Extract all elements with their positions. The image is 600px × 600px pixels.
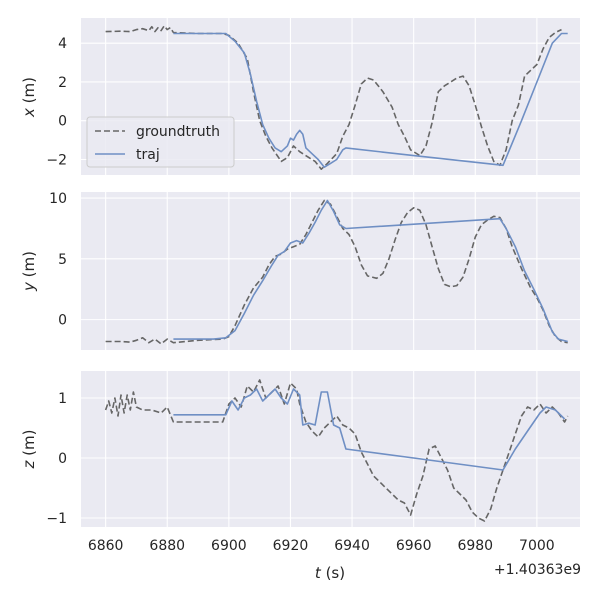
y-tick-label: 0	[58, 114, 67, 130]
legend-label-traj: traj	[136, 147, 160, 163]
x-tick-label: 6980	[457, 538, 493, 554]
y-tick-label: −1	[46, 511, 67, 527]
x-tick-label: 6880	[149, 538, 185, 554]
x-tick-label: 6940	[334, 538, 370, 554]
y-tick-label: 5	[58, 252, 67, 268]
series-groundtruth-z	[104, 379, 569, 522]
series-traj-z	[173, 388, 566, 471]
y-tick-label: 1	[58, 391, 67, 407]
panel-background-y	[81, 192, 580, 350]
legend-label-groundtruth: groundtruth	[136, 124, 220, 140]
x-tick-label: 6900	[211, 538, 247, 554]
y-tick-label: 2	[58, 75, 67, 91]
x-tick-label: 6920	[273, 538, 309, 554]
y-axis-label-z: z (m)	[20, 430, 38, 470]
legend: groundtruth traj	[86, 116, 235, 168]
series-traj-x	[173, 32, 568, 168]
y-tick-label: 4	[58, 36, 67, 52]
y-axis-label-x: x (m)	[20, 77, 38, 118]
series-groundtruth-y	[105, 199, 568, 345]
y-tick-label: 0	[58, 313, 67, 329]
y-axis-label-y: y (m)	[20, 251, 38, 292]
x-axis-label: t (s)	[315, 564, 345, 582]
series-traj-y	[173, 199, 568, 343]
y-tick-label: −2	[46, 152, 67, 168]
series-groundtruth-x	[105, 25, 562, 170]
y-tick-label: 0	[58, 451, 67, 467]
x-tick-label: 6860	[88, 538, 124, 554]
x-tick-label: 6960	[396, 538, 432, 554]
y-tick-label: 10	[49, 191, 67, 207]
panel-background-z	[81, 371, 580, 527]
x-tick-label: 7000	[519, 538, 555, 554]
x-offset-label: +1.40363e9	[494, 562, 581, 578]
